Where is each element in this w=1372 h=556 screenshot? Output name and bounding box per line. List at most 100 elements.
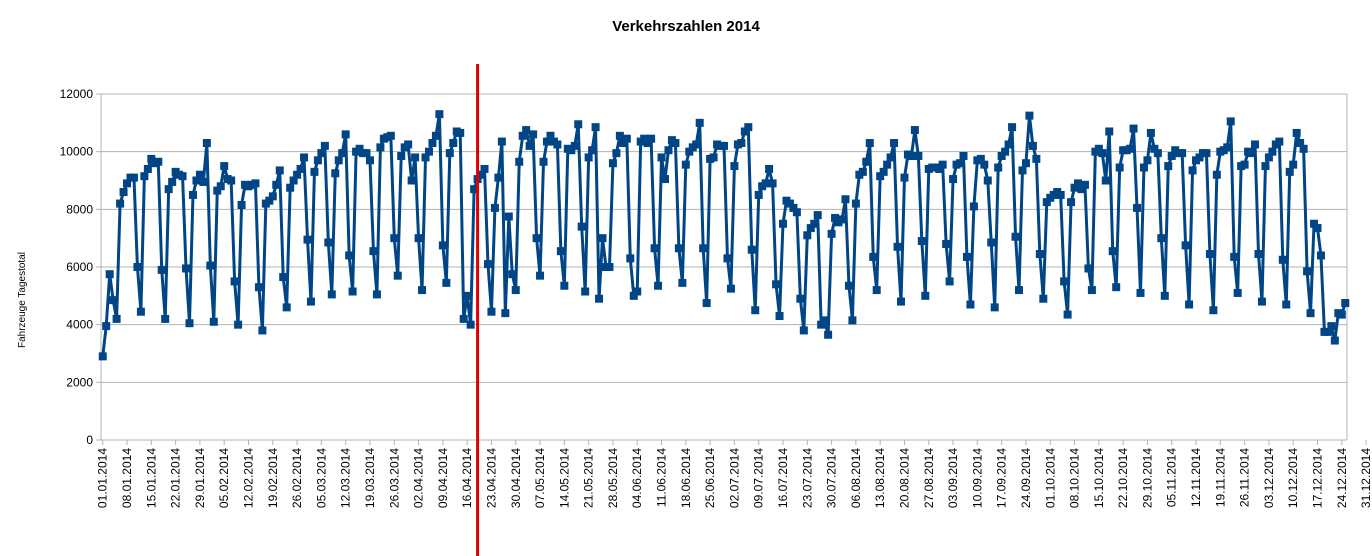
data-point xyxy=(1021,159,1030,168)
data-point xyxy=(838,215,847,224)
y-tick-label: 6000 xyxy=(66,260,93,274)
data-point xyxy=(1212,170,1221,179)
data-point xyxy=(185,319,194,328)
data-point xyxy=(1143,156,1152,165)
data-point xyxy=(470,185,479,194)
data-point xyxy=(345,251,354,260)
data-point xyxy=(102,322,111,331)
series-traffic xyxy=(98,110,1350,361)
data-point xyxy=(591,123,600,132)
x-tick-label: 28.05.2014 xyxy=(606,448,620,508)
data-point xyxy=(1080,180,1089,189)
data-point xyxy=(1004,140,1013,149)
x-tick-label: 04.06.2014 xyxy=(630,448,644,508)
data-point xyxy=(480,164,489,173)
data-point xyxy=(1035,250,1044,259)
data-point xyxy=(529,130,538,139)
data-point xyxy=(348,287,357,296)
data-point xyxy=(664,146,673,155)
data-point xyxy=(1226,117,1235,126)
data-point xyxy=(910,126,919,135)
data-point xyxy=(518,131,527,140)
data-point xyxy=(775,312,784,321)
data-point xyxy=(109,296,118,305)
data-point xyxy=(983,176,992,185)
data-point xyxy=(300,153,309,162)
data-point xyxy=(1264,153,1273,162)
data-point xyxy=(799,326,808,335)
data-point xyxy=(1101,176,1110,185)
data-point xyxy=(949,175,958,184)
x-tick-label: 13.08.2014 xyxy=(873,448,887,508)
data-point xyxy=(515,157,524,166)
x-tick-label: 15.01.2014 xyxy=(144,448,158,508)
data-point xyxy=(956,159,965,168)
data-point xyxy=(942,239,951,248)
data-point xyxy=(1070,183,1079,192)
x-tick-label: 02.07.2014 xyxy=(727,448,741,508)
data-point xyxy=(851,199,860,208)
x-tick-label: 03.12.2014 xyxy=(1262,448,1276,508)
data-point xyxy=(182,264,191,273)
data-point xyxy=(1292,128,1301,137)
x-tick-label: 05.11.2014 xyxy=(1165,448,1179,507)
data-point xyxy=(813,211,822,220)
data-point xyxy=(754,190,763,199)
data-point xyxy=(268,192,277,201)
data-point xyxy=(862,157,871,166)
data-point xyxy=(275,166,284,175)
data-point xyxy=(730,162,739,171)
data-point xyxy=(570,141,579,150)
data-point xyxy=(997,151,1006,160)
data-point xyxy=(161,314,170,323)
x-tick-label: 23.04.2014 xyxy=(484,448,498,508)
data-point xyxy=(886,153,895,162)
data-point xyxy=(1181,241,1190,250)
data-point xyxy=(168,177,177,186)
data-point xyxy=(147,154,156,163)
data-point xyxy=(633,287,642,296)
data-point xyxy=(844,281,853,290)
data-point xyxy=(1077,185,1086,194)
data-point xyxy=(803,231,812,240)
data-point xyxy=(494,173,503,182)
data-point xyxy=(296,164,305,173)
x-tick-label: 20.08.2014 xyxy=(897,448,911,508)
data-point xyxy=(334,156,343,165)
x-tick-label: 01.01.2014 xyxy=(96,448,110,508)
data-point xyxy=(254,283,263,292)
data-point xyxy=(876,172,885,181)
data-point xyxy=(456,128,465,137)
data-point xyxy=(917,237,926,246)
data-point xyxy=(1032,154,1041,163)
data-point xyxy=(692,140,701,149)
data-point xyxy=(900,173,909,182)
data-point xyxy=(747,245,756,254)
data-point xyxy=(140,172,149,181)
data-point xyxy=(914,151,923,160)
data-point xyxy=(962,252,971,261)
data-point xyxy=(893,242,902,251)
x-tick-label: 08.01.2014 xyxy=(120,448,134,508)
data-point xyxy=(976,154,985,163)
data-point xyxy=(935,164,944,173)
data-point xyxy=(1299,144,1308,153)
data-point xyxy=(397,151,406,160)
data-point xyxy=(841,195,850,204)
data-point xyxy=(421,153,430,162)
x-tick-label: 31.12.2014 xyxy=(1359,448,1372,508)
data-point xyxy=(720,141,728,150)
data-point xyxy=(681,160,690,169)
data-point xyxy=(789,203,798,212)
data-point xyxy=(879,167,888,176)
data-point xyxy=(542,137,551,146)
data-point xyxy=(463,291,472,300)
data-point xyxy=(136,307,145,316)
data-point xyxy=(1268,147,1277,156)
data-point xyxy=(324,238,333,247)
data-point xyxy=(567,146,576,155)
x-tick-label: 19.11.2014 xyxy=(1213,448,1227,507)
data-point xyxy=(418,286,427,295)
data-point xyxy=(459,314,468,323)
data-point xyxy=(407,176,416,185)
